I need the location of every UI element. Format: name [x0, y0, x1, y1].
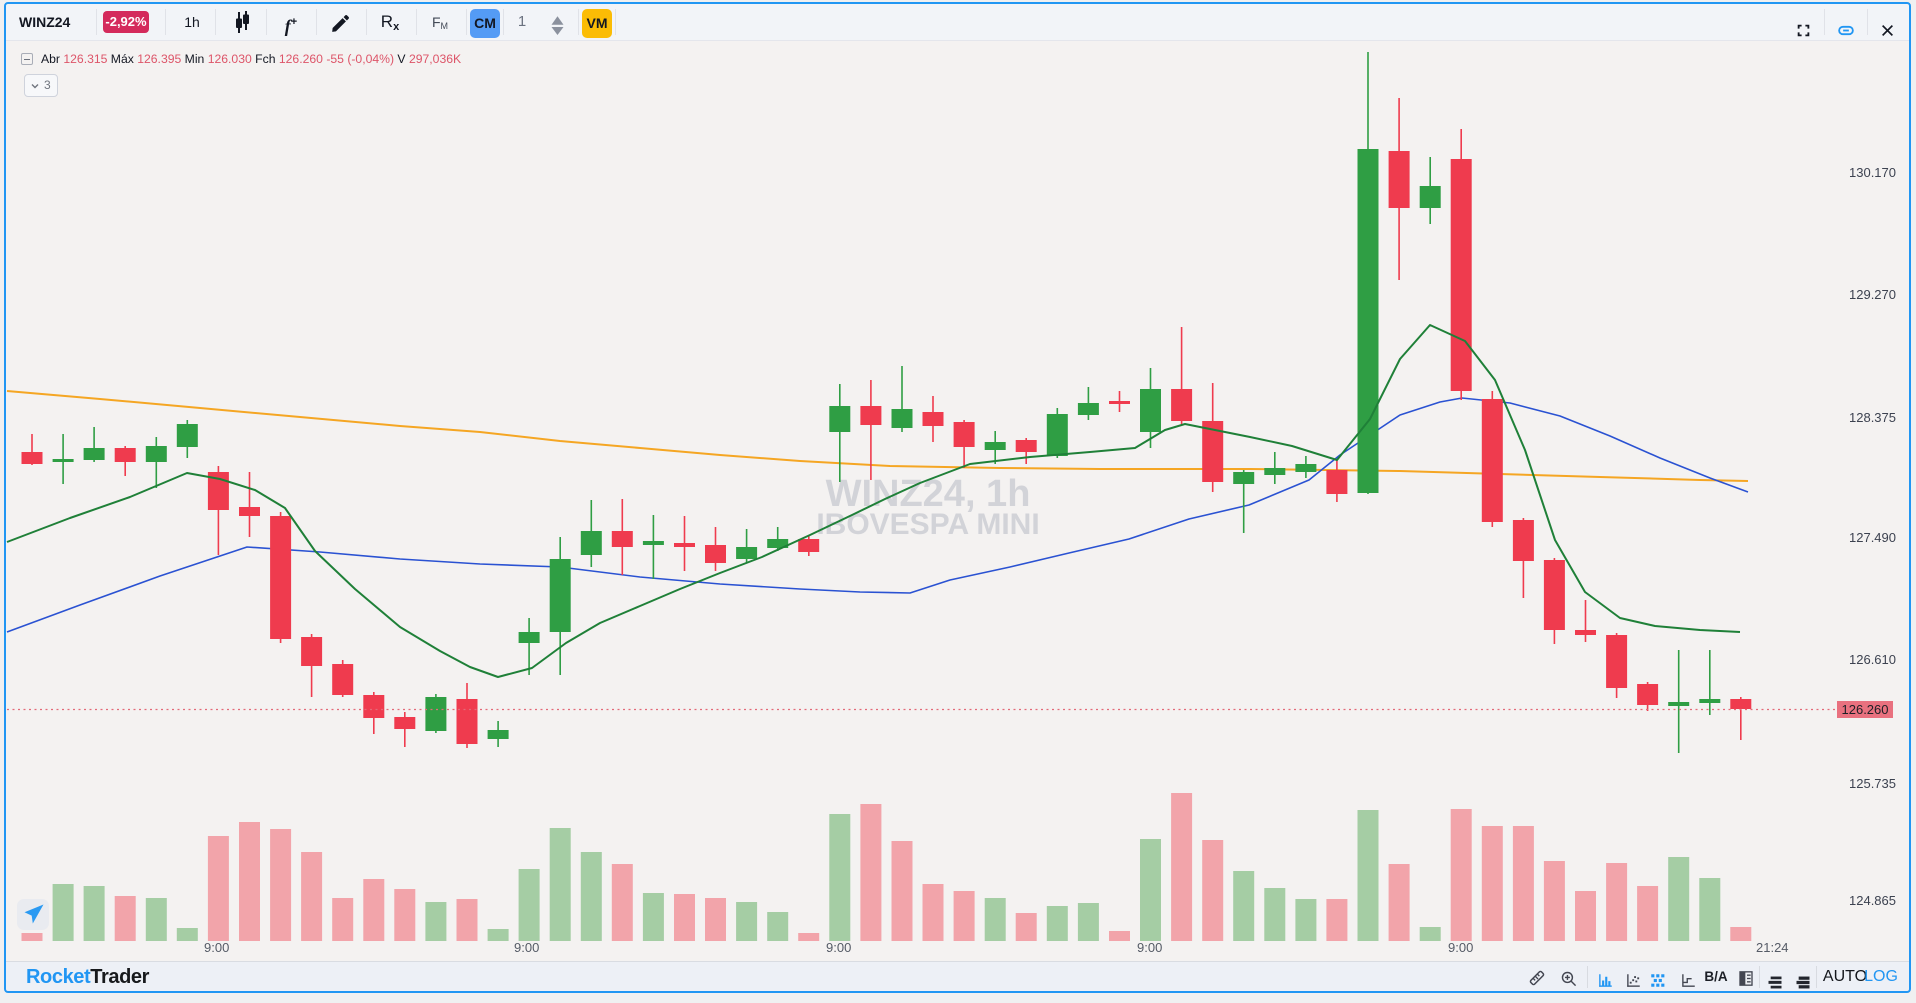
svg-text:IBOVESPA MINI: IBOVESPA MINI	[816, 508, 1039, 541]
